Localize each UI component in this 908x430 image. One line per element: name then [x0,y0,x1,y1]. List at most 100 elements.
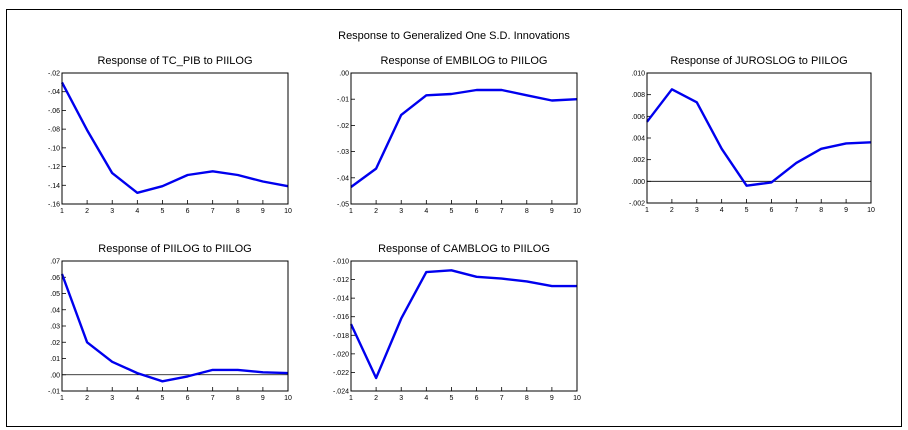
x-tick-label: 6 [475,395,479,402]
y-tick-label: .07 [50,259,60,266]
x-tick-label: 6 [186,395,190,402]
x-tick-label: 1 [60,395,64,402]
x-tick-label: 4 [135,208,139,215]
x-tick-label: 3 [110,395,114,402]
y-tick-label: -.014 [333,296,349,303]
chart-title: Response of CAMBLOG to PIILOG [378,243,550,255]
y-tick-label: .002 [631,157,645,164]
x-tick-label: 5 [449,395,453,402]
y-tick-label: .004 [631,136,645,143]
x-tick-label: 5 [745,207,749,214]
y-tick-label: -.016 [333,314,349,321]
y-tick-label: -.05 [337,202,349,209]
y-tick-label: -.02 [48,71,60,78]
x-tick-label: 2 [85,395,89,402]
y-tick-label: -.022 [333,370,349,377]
x-tick-label: 10 [867,207,875,214]
y-tick-label: .01 [50,356,60,363]
y-tick-label: -.12 [48,164,60,171]
x-tick-label: 1 [349,395,353,402]
y-tick-label: -.03 [337,149,349,156]
series-line [60,81,289,195]
y-tick-label: .06 [50,275,60,282]
y-tick-label: .02 [50,340,60,347]
x-tick-label: 8 [236,208,240,215]
figure-title: Response to Generalized One S.D. Innovat… [338,30,570,42]
chart-panels: Response of TC_PIB to PIILOG -.02 -.04 -.06… [48,55,875,402]
chart-panel-4: Response of PIILOG to PIILOG .07 .06 .05 .04… [48,243,292,402]
y-tick-label: -.10 [48,145,60,152]
x-tick-label: 4 [135,395,139,402]
x-tick-label: 1 [60,208,64,215]
x-tick-label: 7 [500,208,504,215]
x-tick-label: 4 [424,208,428,215]
y-tick-label: -.01 [48,389,60,396]
x-tick-label: 10 [284,208,292,215]
y-tick-label: -.01 [337,97,349,104]
y-tick-label: .03 [50,324,60,331]
x-tick-label: 10 [573,395,581,402]
x-tick-label: 8 [236,395,240,402]
y-tick-label: .04 [50,307,60,314]
x-tick-label: 3 [695,207,699,214]
y-tick-label: .05 [50,291,60,298]
series-line [646,88,872,187]
y-tick-label: -.16 [48,202,60,209]
y-tick-label: -.002 [629,201,645,208]
x-tick-label: 10 [284,395,292,402]
x-tick-label: 8 [525,208,529,215]
series-line [60,273,289,383]
x-tick-label: 7 [211,395,215,402]
x-tick-label: 9 [844,207,848,214]
x-tick-label: 9 [261,208,265,215]
figure-frame [6,9,902,427]
x-tick-label: 1 [349,208,353,215]
x-tick-label: 2 [374,395,378,402]
x-tick-label: 4 [720,207,724,214]
y-tick-label: -.14 [48,183,60,190]
y-tick-label: .00 [339,71,349,78]
x-tick-label: 8 [819,207,823,214]
y-tick-label: -.020 [333,351,349,358]
y-tick-label: .000 [631,179,645,186]
chart-title: Response of TC_PIB to PIILOG [97,55,252,67]
y-tick-label: -.024 [333,389,349,396]
x-tick-label: 9 [550,208,554,215]
y-tick-label: -.08 [48,127,60,134]
y-tick-label: .010 [631,71,645,78]
chart-title: Response of EMBILOG to PIILOG [381,55,548,67]
plot-area-border [646,72,872,204]
x-tick-label: 9 [261,395,265,402]
y-tick-label: .006 [631,114,645,121]
x-tick-label: 5 [449,208,453,215]
chart-title: Response of PIILOG to PIILOG [98,243,251,255]
y-tick-label: -.04 [48,89,60,96]
x-tick-label: 8 [525,395,529,402]
x-tick-label: 6 [769,207,773,214]
y-tick-label: -.06 [48,108,60,115]
plot-area-border [350,260,578,392]
series-line [350,88,578,188]
y-tick-label: -.02 [337,123,349,130]
x-tick-label: 3 [399,395,403,402]
y-tick-label: .00 [50,372,60,379]
x-tick-label: 6 [475,208,479,215]
chart-panel-2: Response of EMBILOG to PIILOG .00 -.01 -.02… [337,55,581,215]
x-tick-label: 9 [550,395,554,402]
x-tick-label: 3 [110,208,114,215]
x-tick-label: 10 [573,208,581,215]
x-tick-label: 6 [186,208,190,215]
chart-panel-5: Response of CAMBLOG to PIILOG -.010 -.012 -… [333,243,581,402]
plot-area-border [61,260,289,392]
y-tick-label: -.018 [333,333,349,340]
y-tick-label: -.010 [333,259,349,266]
x-tick-label: 3 [399,208,403,215]
x-tick-label: 5 [160,395,164,402]
chart-panel-3: Response of JUROSLOG to PIILOG .010 .008 .0… [629,55,875,214]
x-tick-label: 7 [211,208,215,215]
x-tick-label: 2 [374,208,378,215]
y-tick-label: .008 [631,92,645,99]
x-tick-label: 7 [500,395,504,402]
plot-area-border [61,72,289,205]
plot-area-border [350,72,578,205]
